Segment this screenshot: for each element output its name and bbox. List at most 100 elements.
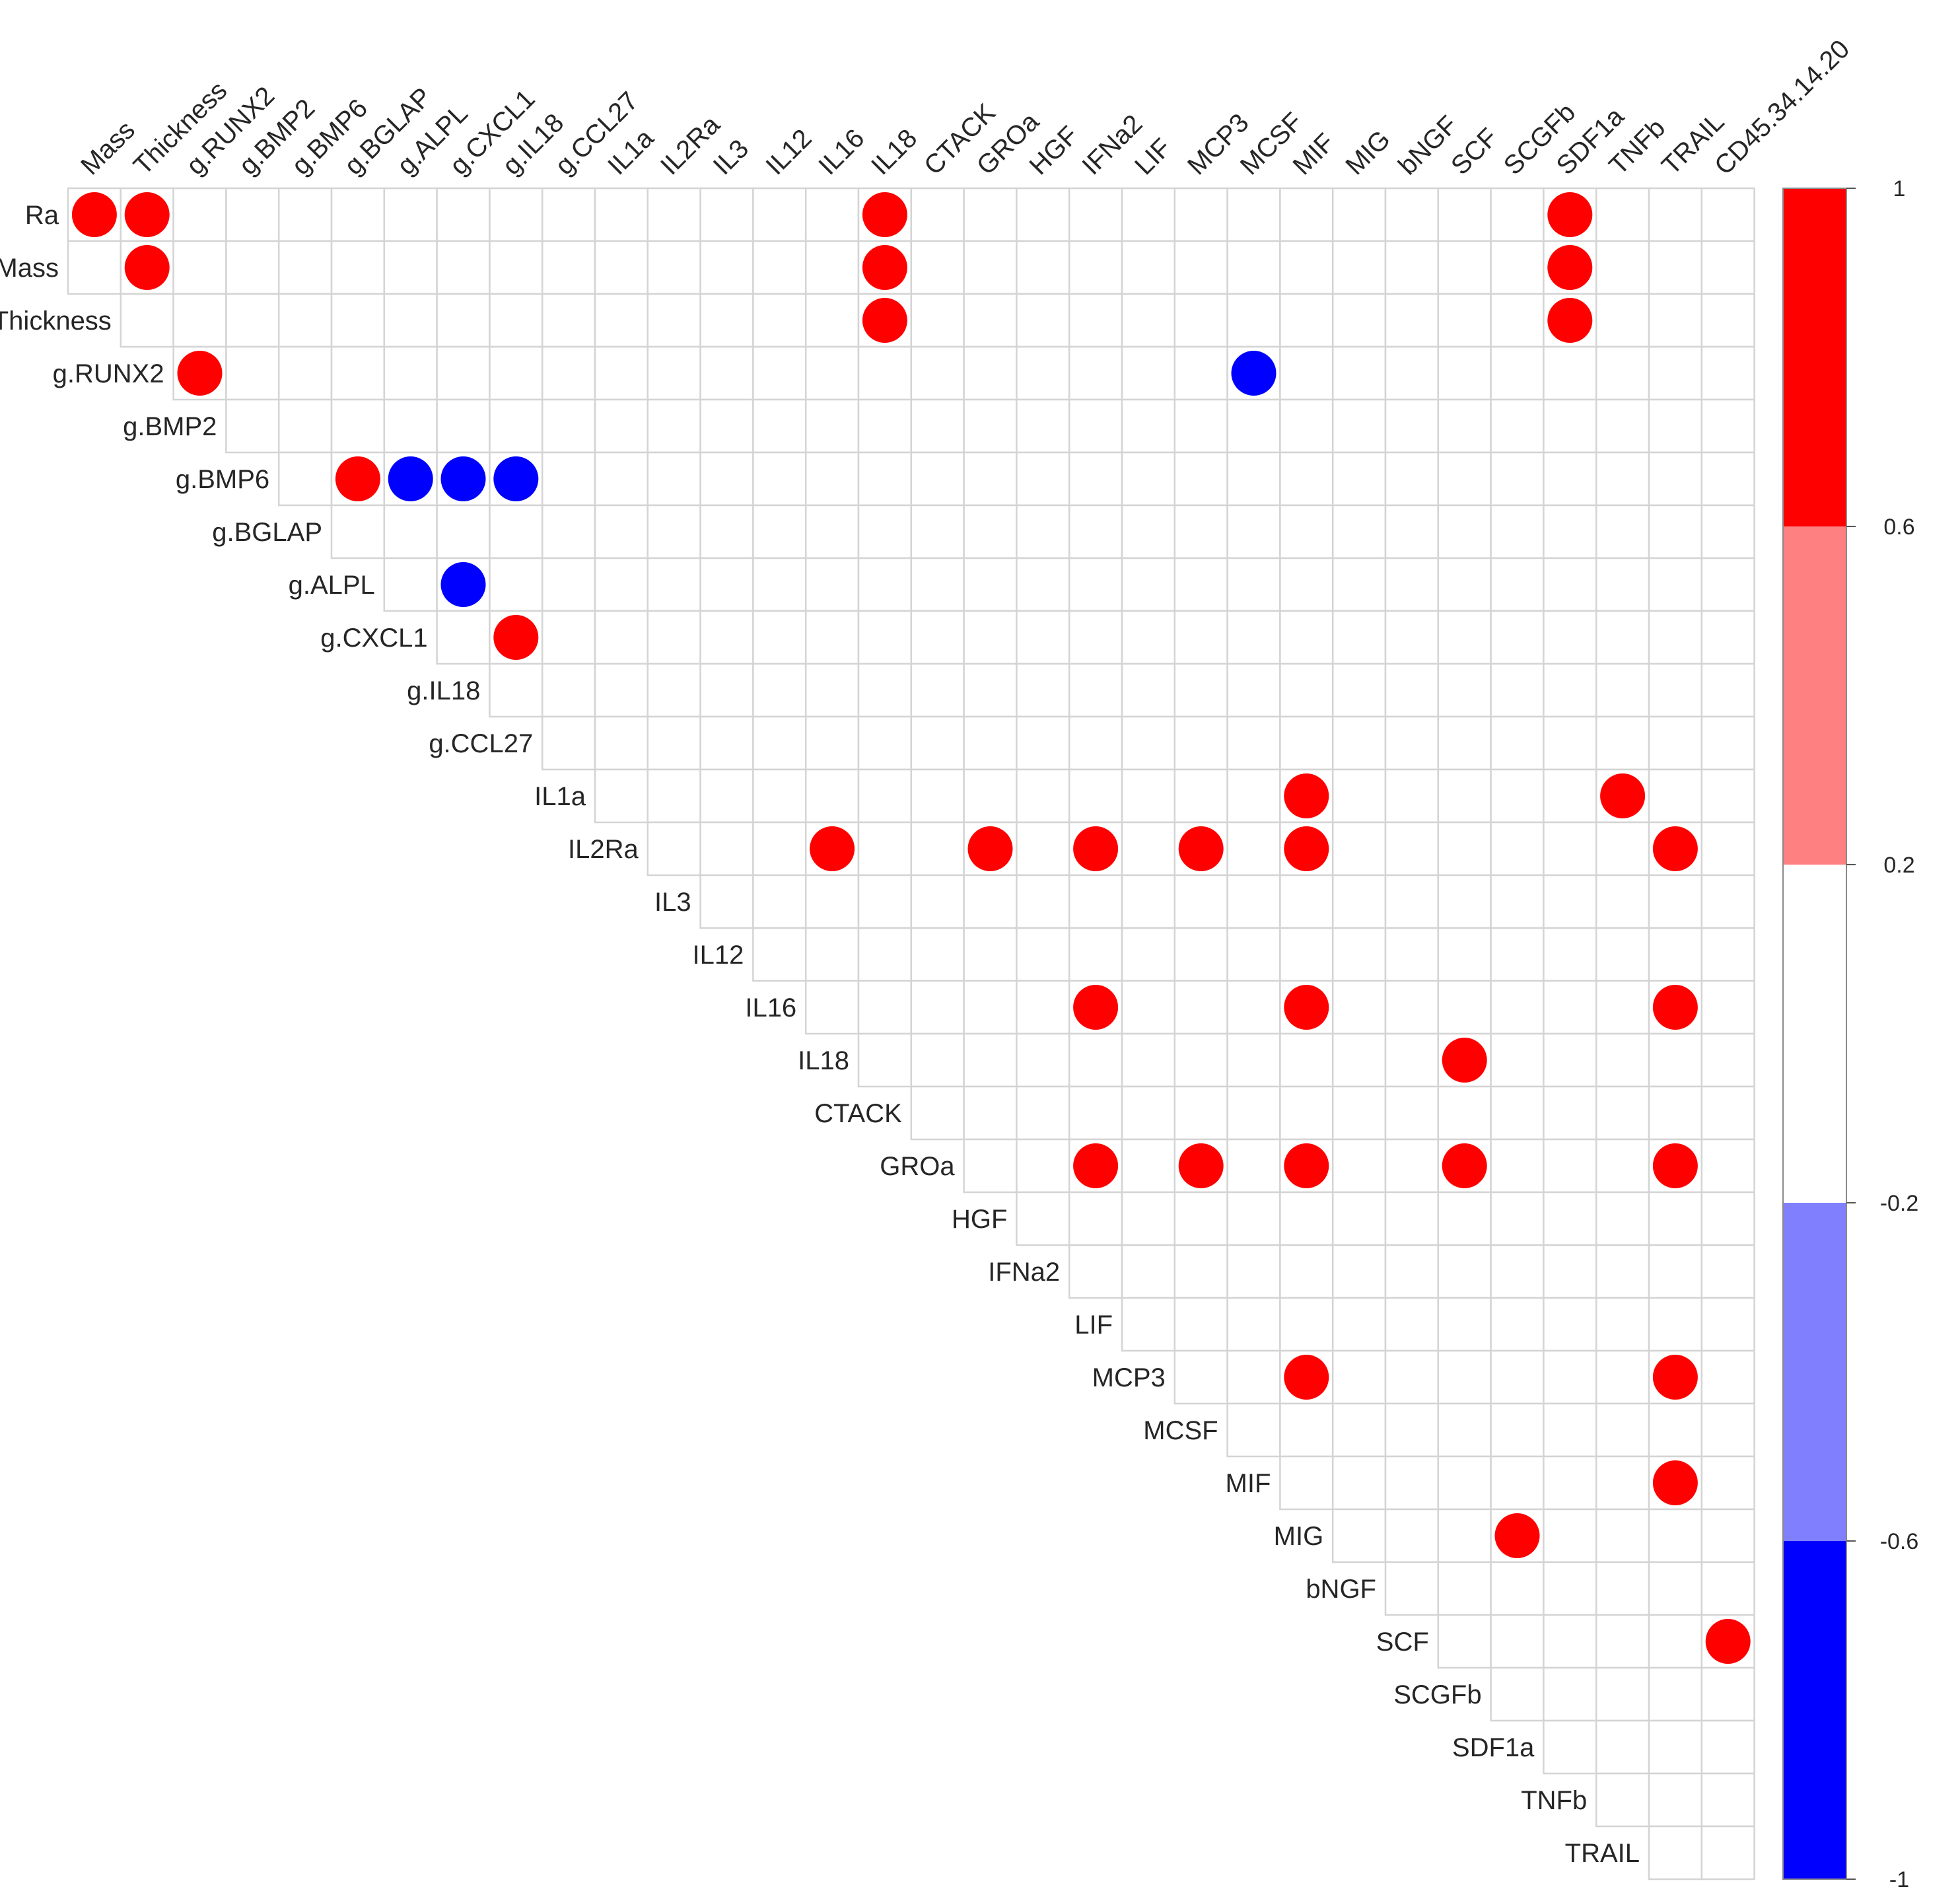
matrix-cell (541, 662, 596, 718)
matrix-cell (1490, 187, 1545, 242)
matrix-cell (804, 715, 860, 771)
matrix-cell (1595, 1719, 1650, 1775)
matrix-cell (1279, 874, 1334, 929)
matrix-cell (1700, 187, 1755, 242)
matrix-cell (1331, 1032, 1387, 1088)
matrix-cell (1016, 345, 1070, 401)
matrix-cell (1490, 927, 1545, 982)
matrix-cell (383, 293, 438, 348)
matrix-cell (1437, 187, 1492, 242)
matrix-cell (1279, 715, 1334, 771)
matrix-cell (1648, 1772, 1703, 1828)
matrix-cell (1331, 1349, 1387, 1405)
matrix-cell (752, 293, 807, 348)
matrix-cell (910, 610, 965, 665)
matrix-cell (1700, 980, 1755, 1035)
matrix-cell (1490, 1402, 1545, 1458)
correlation-circle (1652, 1460, 1698, 1505)
matrix-cell (804, 240, 860, 295)
row-label: IL12 (693, 941, 744, 970)
matrix-cell (1437, 1508, 1492, 1563)
matrix-cell (804, 662, 860, 718)
column-labels: MassThicknessg.RUNX2g.BMP2g.BMP6g.BGLAPg… (75, 34, 1855, 180)
row-label: MCSF (1143, 1416, 1218, 1445)
matrix-cell (1016, 451, 1070, 507)
matrix-cell (541, 504, 596, 559)
matrix-cell (857, 504, 913, 559)
matrix-cell (1595, 557, 1650, 612)
matrix-cell (1173, 768, 1228, 824)
matrix-cell (804, 187, 860, 242)
matrix-cell (857, 1032, 913, 1088)
matrix-cell (1384, 1085, 1440, 1141)
matrix-cell (1543, 1666, 1597, 1722)
matrix-cell (1700, 715, 1755, 771)
matrix-cell (804, 504, 860, 559)
matrix-cell (963, 927, 1018, 982)
matrix-cell (647, 398, 701, 454)
matrix-cell (857, 557, 913, 612)
matrix-cell (436, 398, 491, 454)
matrix-cell (699, 715, 754, 771)
matrix-cell (699, 768, 754, 824)
matrix-cell (1648, 715, 1703, 771)
matrix-cell (1279, 451, 1334, 507)
matrix-cell (1595, 927, 1650, 982)
matrix-cell (1700, 240, 1755, 295)
colorbar-tick-label: -0.2 (1880, 1191, 1919, 1216)
matrix-cell (1121, 715, 1176, 771)
matrix-cell (1648, 610, 1703, 665)
matrix-cell (436, 293, 491, 348)
matrix-cell (857, 610, 913, 665)
matrix-cell (1437, 662, 1492, 718)
matrix-cell (1648, 293, 1703, 348)
matrix-cell (1331, 1297, 1387, 1352)
matrix-cell (541, 345, 596, 401)
matrix-cell (857, 874, 913, 929)
matrix-cell (1490, 821, 1545, 877)
matrix-cell (1490, 1666, 1545, 1722)
matrix-cell (1543, 1138, 1597, 1194)
matrix-cell (910, 662, 965, 718)
matrix-cell (1490, 980, 1545, 1035)
matrix-cell (594, 662, 649, 718)
matrix-cell (1700, 504, 1755, 559)
matrix-cell (1543, 1561, 1597, 1616)
matrix-cell (647, 715, 701, 771)
correlation-circle (1284, 773, 1329, 818)
matrix-cell (1490, 768, 1545, 824)
matrix-cell (1490, 1191, 1545, 1246)
matrix-cell (857, 980, 913, 1035)
row-label: Mass (0, 254, 59, 283)
correlation-circle (1178, 826, 1224, 871)
matrix-cell (120, 293, 174, 348)
matrix-cell (1490, 1349, 1545, 1405)
matrix-cell (1437, 980, 1492, 1035)
matrix-cell (910, 768, 965, 824)
matrix-cell (699, 821, 754, 877)
matrix-cell (1384, 451, 1440, 507)
matrix-cell (1648, 345, 1703, 401)
matrix-cell (225, 240, 280, 295)
matrix-cell (1121, 768, 1176, 824)
matrix-cell (1595, 504, 1650, 559)
correlation-circle (493, 615, 539, 660)
matrix-cell (594, 293, 649, 348)
colorbar-tick-label: -1 (1889, 1867, 1909, 1892)
matrix-cell (1595, 1297, 1650, 1352)
matrix-cell (1648, 1244, 1703, 1299)
correlation-circle (388, 456, 433, 501)
matrix-cell (1068, 610, 1123, 665)
matrix-cell (1068, 1085, 1123, 1141)
matrix-cell (1226, 927, 1281, 982)
matrix-cell (1016, 1032, 1070, 1088)
matrix-cell (699, 240, 754, 295)
matrix-cell (1068, 293, 1123, 348)
matrix-cell (1331, 293, 1387, 348)
matrix-cell (277, 451, 333, 507)
matrix-cell (1648, 451, 1703, 507)
matrix-cell (1279, 1191, 1334, 1246)
matrix-cell (489, 662, 543, 718)
matrix-cell (1121, 874, 1176, 929)
matrix-cell (594, 187, 649, 242)
